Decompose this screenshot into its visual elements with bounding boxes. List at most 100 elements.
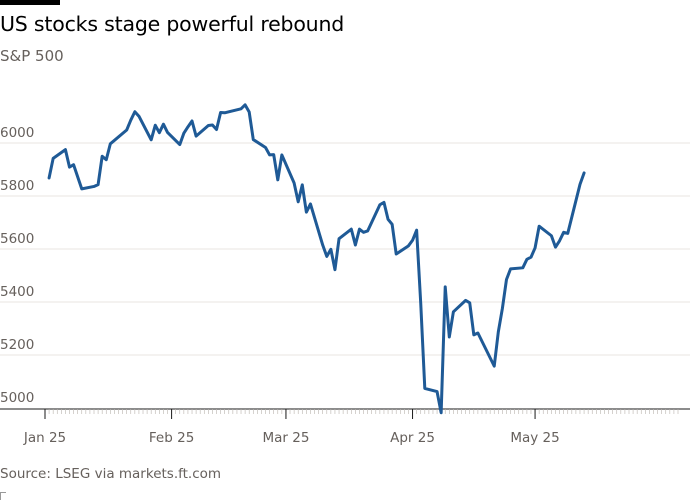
data-point xyxy=(334,269,336,271)
x-tick-label-4: May 25 xyxy=(510,430,559,446)
data-point xyxy=(224,112,226,114)
data-point xyxy=(583,172,585,174)
data-point xyxy=(138,115,140,117)
series-layer xyxy=(47,103,586,415)
data-point xyxy=(538,225,540,227)
data-point xyxy=(322,244,324,246)
data-point xyxy=(281,154,283,156)
data-point xyxy=(240,108,242,110)
brand-top-bar xyxy=(0,0,60,5)
data-point xyxy=(558,240,561,242)
data-point xyxy=(93,185,95,188)
data-point xyxy=(391,223,393,225)
data-point xyxy=(211,124,214,126)
data-point xyxy=(48,177,50,179)
data-point xyxy=(469,302,471,304)
data-point xyxy=(273,154,275,156)
data-point xyxy=(187,126,189,128)
data-point xyxy=(277,179,279,181)
data-point xyxy=(191,120,193,122)
data-point xyxy=(526,258,528,260)
y-tick-label-5800: 5800 xyxy=(0,178,34,194)
x-tick-label-3: Apr 25 xyxy=(390,430,435,446)
corner-mark xyxy=(0,492,6,500)
chart-subtitle: S&P 500 xyxy=(0,47,64,65)
y-tick-label-5400: 5400 xyxy=(0,284,34,300)
data-point xyxy=(362,231,365,233)
data-point xyxy=(522,267,524,269)
y-tick-label-5000: 5000 xyxy=(0,390,34,406)
data-point xyxy=(444,286,446,288)
data-point xyxy=(134,111,136,113)
data-point xyxy=(530,256,532,258)
source-note: Source: LSEG via markets.ft.com xyxy=(0,466,222,482)
data-point xyxy=(497,331,499,333)
data-point xyxy=(248,111,250,113)
data-point xyxy=(293,182,295,184)
data-point xyxy=(493,365,495,367)
data-point xyxy=(416,229,418,231)
data-point xyxy=(477,332,479,334)
data-point xyxy=(130,119,132,121)
data-point xyxy=(387,218,389,220)
data-point xyxy=(473,334,475,336)
data-point xyxy=(452,311,454,313)
series-line-0 xyxy=(47,103,586,415)
data-point xyxy=(424,387,426,389)
x-axis: Jan 25 Feb 25 Mar 25 Apr 25 May 25 xyxy=(0,408,690,446)
data-point xyxy=(269,154,271,156)
data-point xyxy=(166,131,169,133)
data-point xyxy=(264,146,267,149)
data-point xyxy=(154,124,156,126)
data-point xyxy=(407,245,410,247)
data-point xyxy=(509,268,512,270)
data-point xyxy=(567,232,569,234)
data-point xyxy=(183,132,185,134)
data-point xyxy=(297,201,299,203)
data-point xyxy=(448,336,450,338)
data-point xyxy=(97,184,99,186)
data-point xyxy=(68,166,71,168)
data-point xyxy=(420,302,422,304)
x-tick-label-1: Feb 25 xyxy=(149,430,194,446)
data-point xyxy=(550,235,553,237)
data-point xyxy=(350,228,352,230)
data-point xyxy=(195,135,197,137)
x-tick-label-0: Jan 25 xyxy=(23,430,66,446)
data-point xyxy=(52,157,54,159)
data-point xyxy=(440,412,442,414)
data-point xyxy=(150,139,152,141)
data-point xyxy=(534,247,536,249)
data-point xyxy=(162,123,165,125)
data-point xyxy=(81,188,83,190)
data-point xyxy=(309,203,312,205)
data-point xyxy=(436,390,438,393)
data-point xyxy=(505,278,508,281)
data-point xyxy=(501,307,503,309)
data-point xyxy=(411,239,414,241)
y-tick-label-5200: 5200 xyxy=(0,337,34,353)
data-point xyxy=(358,228,361,230)
data-point xyxy=(326,255,328,258)
data-point xyxy=(158,132,160,134)
data-point xyxy=(207,124,209,127)
data-point xyxy=(301,184,303,186)
data-point xyxy=(252,138,254,141)
y-tick-label-6000: 6000 xyxy=(0,125,34,141)
gridlines xyxy=(0,142,690,356)
data-point xyxy=(244,104,246,106)
line-chart: 5000 5200 5400 5600 5800 6000 Jan 25 Feb 25 Mar… xyxy=(0,103,690,446)
data-point xyxy=(354,244,356,246)
data-point xyxy=(101,155,103,157)
data-point xyxy=(395,253,397,255)
data-point xyxy=(220,111,222,114)
data-point xyxy=(215,128,218,131)
data-point xyxy=(383,201,385,203)
data-point xyxy=(554,246,557,248)
data-point xyxy=(105,159,107,161)
data-point xyxy=(379,204,381,206)
data-point xyxy=(465,299,467,302)
data-point xyxy=(579,183,581,185)
data-point xyxy=(338,238,340,240)
data-point xyxy=(179,143,181,146)
